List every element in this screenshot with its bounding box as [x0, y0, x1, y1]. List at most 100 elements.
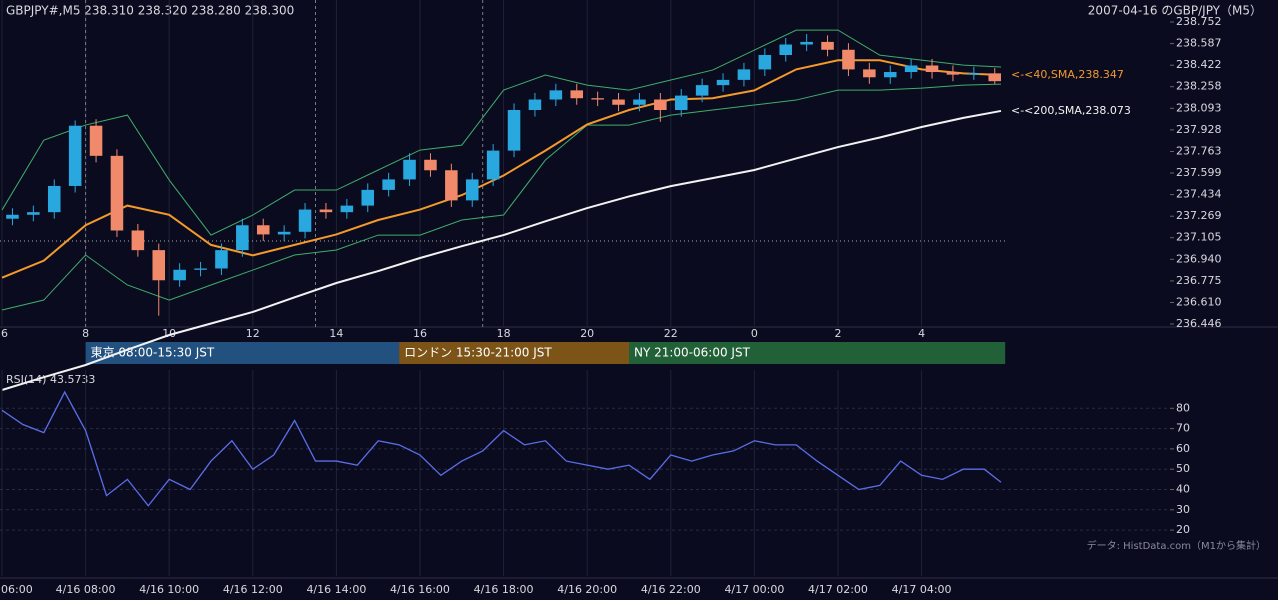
x-tick-label: 4/16 12:00 [223, 583, 283, 596]
candle-body [842, 49, 855, 70]
y-tick-label: 237.269 [1176, 209, 1222, 222]
y-tick-label: 238.258 [1176, 80, 1222, 93]
y-tick-label: 50 [1176, 462, 1190, 475]
x-tick-label: 2 [834, 327, 841, 340]
candle-body [779, 44, 793, 56]
x-tick-label: 12 [246, 327, 260, 340]
candle-body [758, 55, 772, 70]
y-tick-label: 236.446 [1176, 317, 1222, 330]
candle-body [298, 209, 312, 232]
candle-body [486, 150, 500, 180]
candle-body [424, 159, 437, 171]
candle-body [277, 231, 291, 235]
x-tick-label: 6 [1, 327, 8, 340]
candle-body [821, 41, 834, 50]
candle-body [737, 69, 751, 80]
x-tick-label: 8 [82, 327, 89, 340]
y-tick-label: 236.775 [1176, 274, 1222, 287]
candle-body [716, 79, 730, 86]
x-tick-label: 4/17 02:00 [808, 583, 868, 596]
candle-body [47, 185, 61, 213]
candle-body [131, 230, 145, 251]
session-label: ロンドン 15:30-21:00 JST [404, 346, 552, 360]
candle-body [883, 72, 897, 78]
candle-body [549, 90, 563, 100]
x-tick-label: 14 [329, 327, 343, 340]
candle-body [256, 225, 270, 235]
x-tick-label: 4/16 14:00 [306, 583, 366, 596]
x-tick-label: 0 [751, 327, 758, 340]
candle-body [68, 125, 82, 186]
rsi-line [1, 390, 1002, 507]
candle-body [507, 110, 521, 151]
y-tick-label: 238.587 [1176, 37, 1222, 50]
candle-body [361, 189, 375, 206]
y-tick-label: 237.599 [1176, 166, 1222, 179]
candle-body [654, 99, 667, 111]
indicator-line [1, 109, 1002, 391]
x-tick-label: 4/16 18:00 [474, 583, 534, 596]
candle-body [967, 73, 981, 75]
candle-body [319, 209, 333, 213]
y-tick-label: 30 [1176, 503, 1190, 516]
candle-body [591, 98, 604, 100]
indicator-line [1, 29, 1002, 236]
candle-body [925, 65, 939, 73]
candle-body [800, 41, 813, 45]
x-tick-label: 4/16 08:00 [56, 583, 116, 596]
candle-body [110, 155, 124, 231]
indicator-line [1, 59, 1002, 279]
x-tick-label: 18 [497, 327, 511, 340]
source-note: データ: HistData.com（M1から集計） [1087, 539, 1266, 552]
y-tick-label: 60 [1176, 442, 1190, 455]
session-bar [399, 342, 629, 364]
candle-body [340, 205, 354, 213]
x-tick-label: 16 [413, 327, 427, 340]
candle-body [6, 214, 19, 219]
x-tick-label: 4/16 16:00 [390, 583, 450, 596]
candle-body [89, 125, 103, 156]
y-tick-label: 237.928 [1176, 123, 1222, 136]
session-bar [628, 342, 1006, 364]
candle-body [863, 69, 876, 78]
y-tick-label: 238.422 [1176, 58, 1222, 71]
candle-body [403, 159, 416, 180]
y-tick-label: 237.434 [1176, 188, 1222, 201]
session-label: NY 21:00-06:00 JST [634, 346, 751, 360]
candle-body [215, 250, 228, 269]
candle-body [152, 250, 166, 281]
candle-body [528, 99, 542, 111]
candle-body [27, 212, 40, 215]
candle-body [988, 73, 1002, 82]
candle-body [382, 179, 395, 190]
y-tick-label: 80 [1176, 401, 1190, 414]
y-tick-label: 237.763 [1176, 145, 1222, 158]
x-tick-label: 20 [580, 327, 594, 340]
candle-body [465, 179, 479, 201]
y-tick-label: 236.940 [1176, 252, 1222, 265]
candle-body [445, 170, 458, 201]
candle-body [194, 268, 207, 270]
candle-body [946, 72, 960, 75]
candle-body [904, 65, 918, 73]
series-label: <-<200,SMA,238.073 [1011, 104, 1131, 117]
x-tick-label: 4/16 10:00 [139, 583, 199, 596]
chart-title: GBPJPY#,M5 238.310 238.320 238.280 238.3… [6, 4, 294, 18]
y-tick-label: 70 [1176, 422, 1190, 435]
x-tick-label: 4/16 22:00 [641, 583, 701, 596]
chart-subtitle: 2007-04-16 のGBP/JPY（M5） [1088, 4, 1262, 18]
y-tick-label: 238.752 [1176, 15, 1222, 28]
session-label: 東京 08:00-15:30 JST [91, 346, 215, 360]
y-tick-label: 237.105 [1176, 231, 1222, 244]
y-tick-label: 238.093 [1176, 101, 1222, 114]
candle-body [612, 99, 625, 105]
candle-body [695, 85, 709, 96]
x-tick-label: 4 [918, 327, 925, 340]
candle-body [236, 225, 249, 251]
y-tick-label: 40 [1176, 483, 1190, 496]
candle-body [633, 99, 646, 105]
candle-body [570, 90, 584, 99]
indicator-line [1, 83, 1002, 311]
x-tick-label: 06:00 [1, 583, 33, 596]
